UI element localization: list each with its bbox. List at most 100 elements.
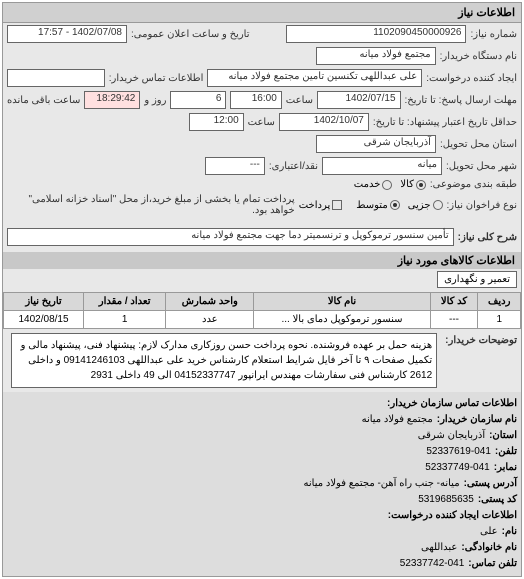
delivery-province-value: آذربایجان شرقی [316,135,436,153]
address-label: آدرس پستی: [464,476,517,492]
table-header-row: ردیف کد کالا نام کالا واحد شمارش تعداد /… [4,293,521,311]
address-value: میانه- جنب راه آهن- مجتمع فولاد میانه [304,476,460,492]
org-name-label: نام سازمان خریدار: [437,412,517,428]
validity-hour: 12:00 [189,113,244,131]
cell-name: سنسور ترموکوپل دمای بالا ... [254,311,430,329]
org-name-value: مجتمع فولاد میانه [362,412,433,428]
phone-label: تلفن: [495,444,517,460]
col-row: ردیف [478,293,521,311]
delivery-city-value: میانه [322,157,442,175]
payment-checkbox[interactable]: پرداخت [299,200,343,211]
remaining-time: 18:29:42 [84,91,140,109]
contact-title-row: اطلاعات تماس سازمان خریدار: [7,396,517,412]
creator-family-label: نام خانوادگی: [461,540,517,556]
remaining-suffix: ساعت باقی مانده [7,95,80,106]
phone-row: تلفن: 52337619-041 [7,444,517,460]
priority-label: نوع فراخوان نیاز: [447,200,517,211]
buyer-desc-label: توضیحات خریدار: [445,331,517,346]
fax-row: نمابر: 52337749-041 [7,460,517,476]
postal-label: کد پستی: [478,492,517,508]
info-panel: اطلاعات نیاز شماره نیاز: 110209045000092… [2,2,522,577]
request-no-label: شماره نیاز: [470,29,517,40]
cell-code: --- [430,311,478,329]
row-buyer-desc: توضیحات خریدار: هزینه حمل بر عهده فروشند… [3,329,521,392]
subject-category-group: کالا خدمت [354,179,426,190]
cell-unit: عدد [166,311,254,329]
delivery-city-label: شهر محل تحویل: [446,161,517,172]
cash-credit-value: --- [205,157,265,175]
row-province: استان محل تحویل: آذربایجان شرقی [3,133,521,155]
items-table: ردیف کد کالا نام کالا واحد شمارش تعداد /… [3,292,521,329]
checkbox-icon [332,200,342,210]
panel-header: اطلاعات نیاز [3,3,521,23]
postal-value: 5319685635 [418,492,474,508]
payment-note: پرداخت تمام یا بخشی از مبلغ خرید،از محل … [7,194,295,216]
request-no-value: 1102090450000926 [286,25,466,43]
delivery-province-label: استان محل تحویل: [440,139,517,150]
creator-family-row: نام خانوادگی: عبداللهی [7,540,517,556]
public-datetime-label: تاریخ و ساعت اعلان عمومی: [131,29,250,40]
buyer-contact-value [7,69,105,87]
creator-name-label: نام: [502,524,517,540]
creator-phone-value: 52337742-041 [400,556,465,572]
row-buyer-org: نام دستگاه خریدار: مجتمع فولاد میانه [3,45,521,67]
items-header: اطلاعات کالاهای مورد نیاز [3,252,521,269]
row-priority: نوع فراخوان نیاز: جزیی متوسط پرداخت پردا… [3,192,521,218]
fax-value: 52337749-041 [425,460,490,476]
row-subject-category: طبقه بندی موضوعی: کالا خدمت [3,177,521,192]
postal-row: کد پستی: 5319685635 [7,492,517,508]
row-requester: ایجاد کننده درخواست: علی عبداللهی تکنسین… [3,67,521,89]
deadline-label: مهلت ارسال پاسخ: تا تاریخ: [405,95,517,106]
row-city: شهر محل تحویل: میانه نقد/اعتباری: --- [3,155,521,177]
deadline-hour: 16:00 [230,91,281,109]
radio-minor-label: جزیی [408,200,431,211]
province-row: استان: آذربایجان شرقی [7,428,517,444]
phone-value: 52337619-041 [426,444,491,460]
creator-family-value: عبداللهی [421,540,457,556]
priority-group: جزیی متوسط [356,200,442,211]
requester-label: ایجاد کننده درخواست: [426,73,517,84]
radio-dot-icon [433,200,443,210]
col-date: تاریخ نیاز [4,293,84,311]
col-qty: تعداد / مقدار [84,293,166,311]
cell-row: 1 [478,311,521,329]
col-code: کد کالا [430,293,478,311]
table-row: 1 --- سنسور ترموکوپل دمای بالا ... عدد 1… [4,311,521,329]
row-validity: حداقل تاریخ اعتبار پیشنهاد: تا تاریخ: 14… [3,111,521,133]
subject-category-label: طبقه بندی موضوعی: [430,179,517,190]
contact-block: اطلاعات تماس سازمان خریدار: نام سازمان خ… [3,392,521,576]
radio-medium[interactable]: متوسط [356,200,399,211]
row-deadline: مهلت ارسال پاسخ: تا تاریخ: 1402/07/15 سا… [3,89,521,111]
col-name: نام کالا [254,293,430,311]
radio-dot-icon [416,180,426,190]
creator-name-row: نام: علی [7,524,517,540]
validity-hour-label: ساعت [248,117,275,128]
buyer-org-label: نام دستگاه خریدار: [440,51,517,62]
categories-row: تعمیر و نگهداری [3,269,521,290]
cell-qty: 1 [84,311,166,329]
province-value: آذربایجان شرقی [418,428,485,444]
org-name-row: نام سازمان خریدار: مجتمع فولاد میانه [7,412,517,428]
fax-label: نمابر: [494,460,517,476]
row-request-no: شماره نیاز: 1102090450000926 تاریخ و ساع… [3,23,521,45]
radio-goods[interactable]: کالا [400,179,426,190]
row-summary: شرح کلی نیاز: تأمین سنسور ترموکوپل و ترن… [3,226,521,248]
address-row: آدرس پستی: میانه- جنب راه آهن- مجتمع فول… [7,476,517,492]
radio-dot-icon [382,180,392,190]
cash-credit-label: نقد/اعتباری: [269,161,318,172]
buyer-org-value: مجتمع فولاد میانه [316,47,436,65]
deadline-hour-label: ساعت [286,95,313,106]
buyer-contact-label: اطلاعات تماس خریدار: [109,73,204,84]
cell-date: 1402/08/15 [4,311,84,329]
summary-label: شرح کلی نیاز: [458,232,517,243]
summary-value: تأمین سنسور ترموکوپل و ترنسمیتر دما جهت … [7,228,454,246]
radio-service-label: خدمت [354,179,381,190]
creator-title-row: اطلاعات ایجاد کننده درخواست: [7,508,517,524]
remaining-days-label: روز و [144,95,166,106]
validity-date: 1402/10/07 [279,113,369,131]
radio-minor[interactable]: جزیی [408,200,443,211]
radio-service[interactable]: خدمت [354,179,393,190]
deadline-date: 1402/07/15 [317,91,401,109]
province-label: استان: [489,428,517,444]
contact-title: اطلاعات تماس سازمان خریدار: [387,396,517,412]
